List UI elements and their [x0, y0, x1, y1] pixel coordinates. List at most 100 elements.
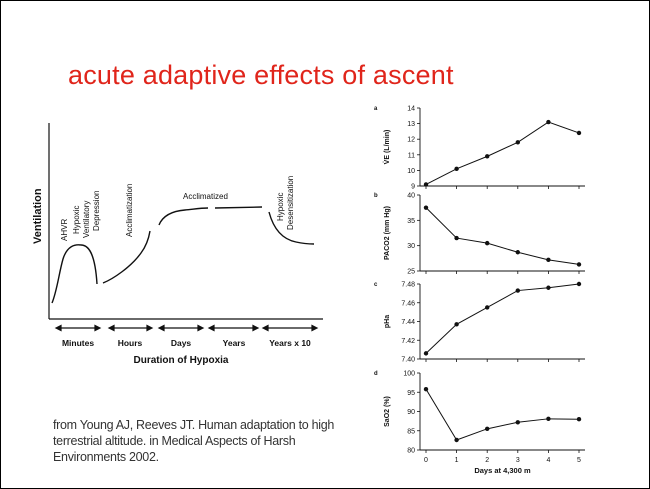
arrow-years-left-head	[207, 324, 215, 332]
panel-b-point-2	[485, 240, 490, 246]
curve-acclimatized-rise	[158, 207, 209, 226]
panel-c-point-3	[515, 288, 520, 293]
arrow-years-x10-left-head	[261, 324, 269, 332]
arrow-days-right-head	[197, 324, 205, 332]
duration-label-minutes: Minutes	[62, 338, 94, 348]
panel-d-ytick-label-4: 100	[403, 371, 415, 378]
annotation-desens-line1: Hypoxic	[276, 193, 285, 221]
duration-label-years-x10: Years x 10	[269, 338, 311, 348]
left-y-axis-label: Ventilation	[32, 188, 44, 244]
annotation-hvd-line1: Hypoxic	[72, 206, 81, 234]
panel-d-xtick-label-2: 2	[485, 457, 489, 464]
annotation-ahvr: AHVR	[60, 219, 69, 241]
panel-a-point-0	[423, 182, 429, 187]
panel-d-ytick-label-2: 90	[407, 409, 415, 416]
citation-text: from Young AJ, Reeves JT. Human adaptati…	[53, 418, 335, 464]
panel-d-point-4	[546, 416, 551, 422]
panel-b-point-1	[454, 235, 459, 241]
arrow-days-left-head	[157, 324, 165, 332]
panel-c-point-2	[485, 305, 490, 310]
panel-a-ytick-label-3: 12	[407, 137, 415, 144]
arrow-years-x10-right-head	[311, 324, 319, 332]
panel-d-xtick-label-1: 1	[455, 457, 459, 464]
curve-ventilatory-depression	[80, 244, 98, 285]
annotation-hvd-line3: Depression	[92, 191, 101, 231]
arrow-hours-right-head	[146, 324, 154, 332]
duration-label-hours: Hours	[118, 338, 143, 348]
arrow-minutes-left-head	[54, 324, 62, 332]
panel-d-point-0	[423, 386, 429, 392]
curve-ahvr	[51, 244, 82, 304]
panel-d-point-1	[454, 437, 459, 443]
panel-c-ytick-label-0: 7.40	[401, 357, 415, 364]
panel-c-point-4	[546, 285, 551, 290]
annotation-hvd-line2: Ventilatory	[82, 201, 91, 238]
panel-c-point-0	[423, 351, 429, 356]
panel-a-point-2	[485, 154, 490, 159]
panel-c-ytick-label-1: 7.42	[401, 338, 415, 345]
panel-d-xtick-label-4: 4	[546, 457, 550, 464]
panel-b-ytick-label-2: 35	[407, 218, 415, 225]
panel-d-ytick-label-0: 80	[407, 448, 415, 455]
panel-d-x-label: Days at 4,300 m	[474, 466, 531, 475]
panel-c-ytick-label-4: 7.48	[401, 282, 415, 289]
annotation-desens-line2: Desensitization	[286, 176, 295, 230]
panel-a-letter: a	[374, 106, 378, 112]
panel-c-ytick-label-3: 7.46	[401, 300, 415, 307]
panel-c-series-line	[425, 283, 580, 354]
duration-arrows	[54, 324, 319, 332]
panel-a-point-5	[576, 130, 582, 136]
curve-desensitization	[268, 211, 315, 245]
duration-label-years: Years	[223, 338, 246, 348]
panel-d-series-line	[425, 388, 580, 441]
slide-title: acute adaptive effects of ascent	[68, 60, 454, 90]
panel-b-point-5	[576, 262, 582, 267]
annotation-acclimatized: Acclimatized	[183, 192, 228, 201]
panel-d-ytick-label-3: 95	[407, 390, 415, 397]
panel-a-point-3	[515, 140, 520, 145]
panel-b-letter: b	[374, 193, 378, 199]
arrow-minutes-right-head	[94, 324, 102, 332]
panel-b-point-3	[515, 250, 520, 255]
panel-d-point-3	[515, 420, 520, 425]
panel-b-ytick-label-0: 25	[407, 269, 415, 276]
panel-b-series-line	[425, 207, 580, 265]
panel-a-series-line	[425, 121, 580, 185]
panel-d-xtick-label-3: 3	[516, 457, 520, 464]
panel-d-y-label: SaO2 (%)	[384, 396, 391, 427]
panel-b-y-label: PACO2 (mm Hg)	[384, 206, 391, 260]
panel-a-ytick-label-2: 11	[408, 152, 415, 159]
panel-a-ytick-label-0: 9	[411, 184, 415, 191]
curve-acclimatization	[102, 230, 151, 284]
panel-d-point-2	[485, 426, 490, 432]
panel-a-ytick-label-4: 13	[407, 121, 415, 128]
arrow-years-right-head	[252, 324, 260, 332]
panel-d-point-5	[576, 417, 582, 422]
panel-c-point-1	[454, 322, 459, 327]
panel-d-letter: d	[374, 371, 378, 377]
panel-b-point-0	[423, 205, 429, 210]
curve-acclimatized-plateau	[214, 206, 263, 209]
panel-d-xtick-label-5: 5	[577, 457, 581, 464]
panel-a-point-4	[546, 119, 551, 125]
panel-d-ytick-label-1: 85	[407, 428, 415, 435]
panel-a-y-label: V̇E (L/min)	[383, 130, 391, 165]
panel-a-ytick-label-5: 14	[407, 106, 415, 113]
panel-c-point-5	[576, 281, 582, 287]
panel-a-ytick-label-1: 10	[407, 168, 415, 175]
panel-c-letter: c	[374, 282, 378, 288]
annotation-acclimatization: Acclimatization	[125, 184, 134, 237]
panel-b-ytick-label-3: 40	[407, 193, 415, 200]
panel-b-ytick-label-1: 30	[407, 243, 415, 250]
duration-label-days: Days	[171, 338, 192, 348]
left-x-axis-label: Duration of Hypoxia	[133, 355, 228, 366]
panel-b-point-4	[546, 257, 551, 263]
panel-c-ytick-label-2: 7.44	[401, 319, 415, 326]
panel-a-point-1	[454, 166, 459, 172]
panel-d-xtick-label-0: 0	[424, 457, 428, 464]
panel-c-y-label: pHa	[384, 315, 391, 328]
arrow-hours-left-head	[107, 324, 115, 332]
